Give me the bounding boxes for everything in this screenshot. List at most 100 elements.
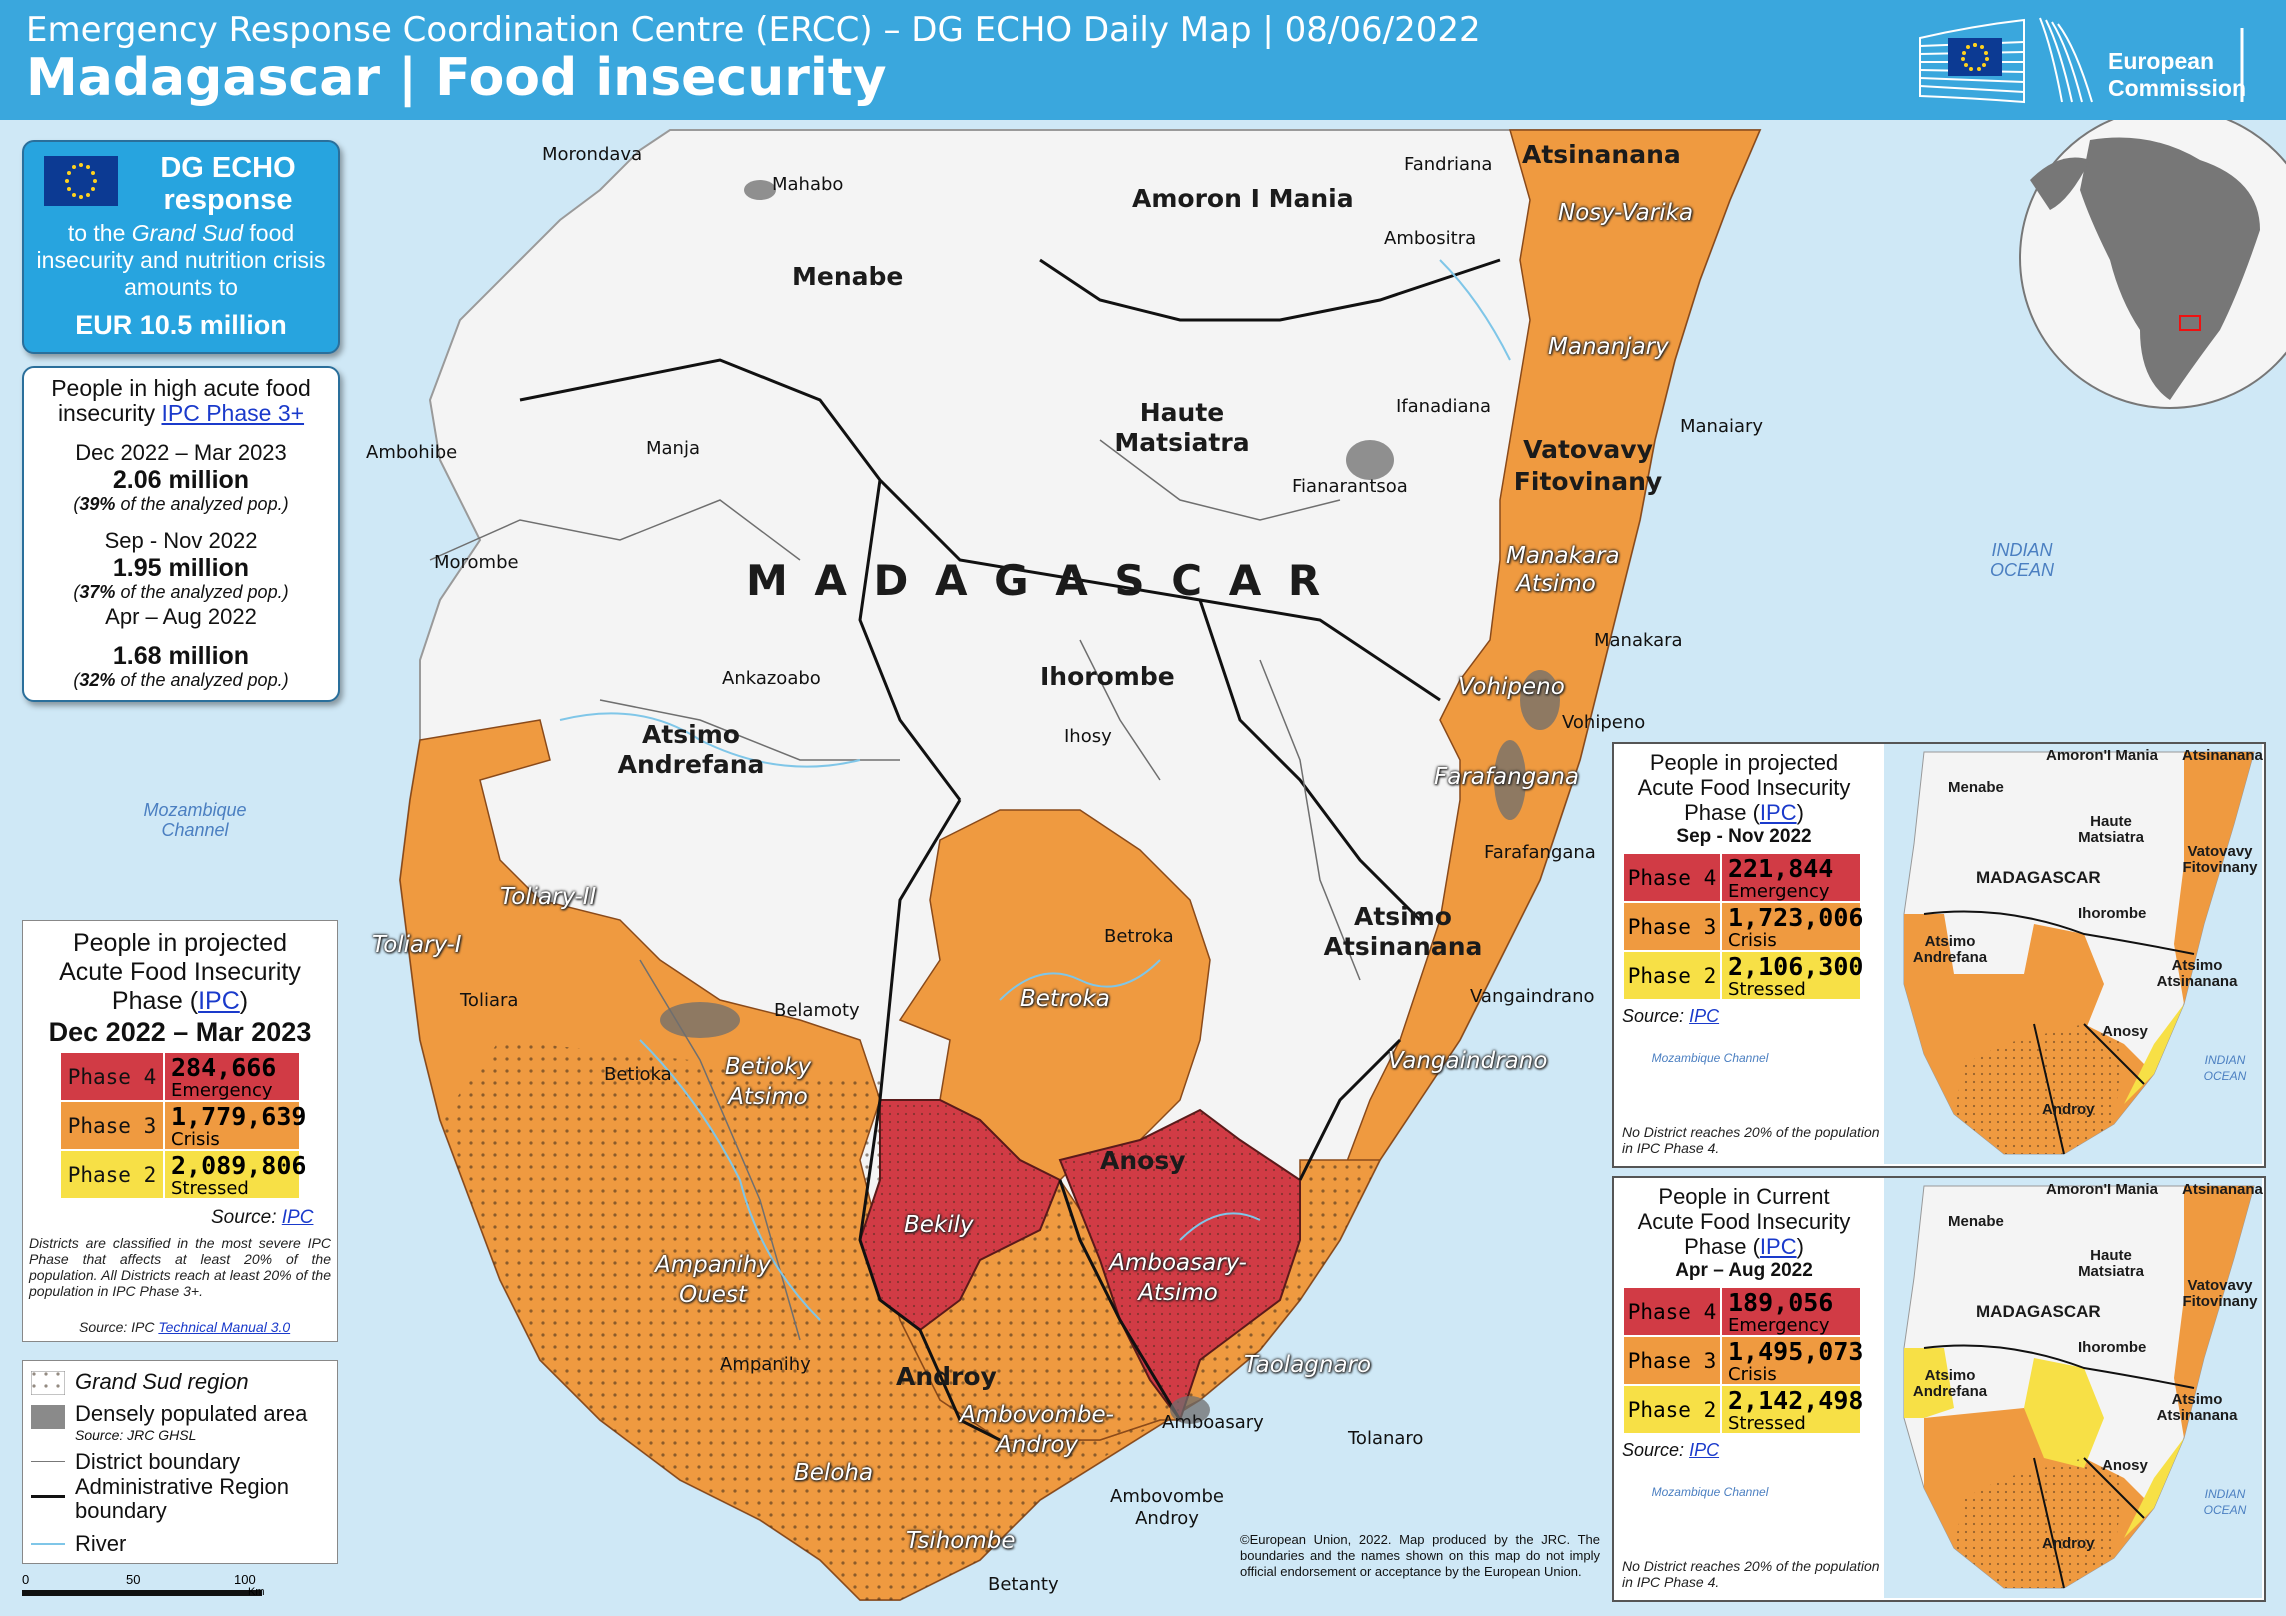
town-label-tolanaro: Tolanaro — [1348, 1428, 1424, 1449]
ipc-phase-link[interactable]: IPC Phase 3+ — [161, 400, 305, 426]
period-1-note: of the analyzed pop.) — [120, 494, 289, 514]
phase4-value: 284,666 — [171, 1053, 277, 1082]
period-3-note: of the analyzed pop.) — [120, 670, 289, 690]
inset-sep-nov-title2: Acute Food Insecurity — [1637, 775, 1851, 800]
inset-sep-nov-close: ) — [1796, 800, 1804, 825]
inset-apr-aug-card: People in Current Acute Food Insecurity … — [1612, 1176, 2266, 1602]
period-2-pct-value: 37% — [79, 582, 116, 602]
inset-sep-nov-phase: Phase ( — [1684, 800, 1760, 825]
projected-main-source-link[interactable]: IPC — [281, 1207, 314, 1228]
header-bar: Emergency Response Coordination Centre (… — [0, 0, 2286, 120]
admin-boundary-swatch — [31, 1495, 65, 1498]
echo-body: to the Grand Sud food insecurity and nut… — [32, 220, 330, 301]
inset-apr-aug-p3-cell: 1,495,073 Crisis — [1722, 1337, 1864, 1385]
town-label-ambohibe: Ambohibe — [366, 442, 458, 463]
inset-apr-aug-lab-atsimo-atsinanana: Atsimo Atsinanana — [2156, 1391, 2238, 1424]
inset-apr-aug-p4-value: 189,056 — [1728, 1288, 1834, 1317]
grand-sud-swatch — [31, 1371, 65, 1395]
district-label-farafangana: Farafangana — [1434, 764, 1580, 790]
ipc-summary-heading-text: People in high acute food insecurity — [51, 375, 311, 426]
inset-sep-nov-lab-mozambique: Mozambique Channel — [1651, 1051, 1769, 1065]
period-1-pct: (39% of the analyzed pop.) — [73, 494, 289, 514]
rivers — [559, 259, 1511, 1321]
phase2-value: 2,089,806 — [171, 1151, 307, 1180]
district-label-tsihombe: Tsihombe — [906, 1528, 1016, 1554]
inset-sep-nov-card: People in projected Acute Food Insecurit… — [1612, 742, 2266, 1168]
echo-body-post: food insecurity and nutrition crisis amo… — [36, 220, 326, 300]
inset-sep-nov-lab-madagascar: MADAGASCAR — [1976, 868, 2101, 887]
town-label-belamoty: Belamoty — [774, 1000, 860, 1021]
inset-apr-aug-lab-androy: Androy — [2042, 1535, 2095, 1552]
town-label-vohipeno: Vohipeno — [1562, 712, 1646, 733]
inset-sep-nov-source: Source: IPC — [1622, 1006, 1719, 1027]
inset-apr-aug-p3-label: Phase 3 — [1624, 1337, 1720, 1384]
region-label-amoron-i-mania: Amoron I Mania — [1132, 184, 1354, 213]
period-1-value: 2.06 million — [112, 466, 250, 494]
projected-main-title-line1: People in projected — [72, 929, 288, 957]
district-label-manakara-atsimo: Manakara Atsimo — [1506, 543, 1620, 597]
region-label-anosy: Anosy — [1100, 1146, 1186, 1175]
projected-main-ipc-link[interactable]: IPC — [198, 987, 240, 1015]
ipc-summary-heading: People in high acute food insecurity IPC… — [30, 376, 332, 426]
district-label-mananjary: Mananjary — [1548, 334, 1669, 360]
projected-main-title: People in projected Acute Food Insecurit… — [23, 929, 337, 1016]
inset-apr-aug-lab-atsinanana: Atsinanana — [2182, 1181, 2263, 1198]
town-label-manakara: Manakara — [1594, 630, 1683, 651]
region-label-vatovavy-fitovinany: Vatovavy Fitovinany — [1513, 435, 1663, 496]
projected-main-source-label: Source: — [211, 1207, 277, 1228]
district-label-bekily: Bekily — [904, 1212, 974, 1238]
inset-apr-aug-source-link[interactable]: IPC — [1689, 1440, 1720, 1460]
eu-flag-icon — [44, 156, 118, 206]
phase2-status: Stressed — [171, 1178, 249, 1199]
ec-logo-line2: Commission — [2108, 75, 2247, 101]
technical-manual-link[interactable]: Technical Manual 3.0 — [158, 1319, 291, 1335]
inset-sep-nov-p2-status: Stressed — [1728, 979, 1806, 1000]
phase2-value-cell: 2,089,806 Stressed — [165, 1151, 306, 1199]
inset-apr-aug-p4-label: Phase 4 — [1624, 1288, 1720, 1335]
inset-sep-nov-lab-atsimo-andrefana: Atsimo Andrefana — [1912, 933, 1988, 966]
inset-apr-aug-source-label: Source: — [1622, 1440, 1685, 1460]
densely-populated-areas — [660, 180, 1560, 1424]
period-1-pct-value: 39% — [79, 494, 116, 514]
town-label-mahabo: Mahabo — [772, 174, 844, 195]
period-3-pct: (32% of the analyzed pop.) — [73, 670, 289, 690]
inset-apr-aug-ipc-link[interactable]: IPC — [1759, 1234, 1797, 1259]
ec-logo-text: European Commission — [2108, 48, 2246, 102]
echo-amount: EUR 10.5 million — [75, 310, 287, 340]
scale-100: 100 — [234, 1572, 256, 1587]
inset-sep-nov-source-link[interactable]: IPC — [1689, 1006, 1720, 1026]
district-label-toliary-ii: Toliary-II — [500, 884, 597, 910]
town-label-ihosy: Ihosy — [1064, 726, 1112, 747]
inset-apr-aug-lab-anosy: Anosy — [2102, 1457, 2148, 1474]
projected-main-note-source-label: Source: IPC — [79, 1319, 155, 1335]
inset-sep-nov-lab-vatovavy: Vatovavy Fitovinany — [2182, 843, 2258, 876]
inset-apr-aug-phase: Phase ( — [1684, 1234, 1760, 1259]
projected-main-period: Dec 2022 – Mar 2023 — [48, 1017, 312, 1047]
town-label-vangaindrano: Vangaindrano — [1470, 986, 1595, 1007]
town-label-ambositra: Ambositra — [1384, 228, 1477, 249]
inset-apr-aug-lab-madagascar: MADAGASCAR — [1976, 1302, 2101, 1321]
echo-body-italic: Grand Sud — [131, 220, 244, 246]
phase3-value: 1,779,639 — [171, 1102, 307, 1131]
phase4-label: Phase 4 — [61, 1053, 163, 1100]
legend-admin: Administrative Region boundary — [75, 1474, 289, 1523]
zone-southwest-hatch — [440, 1040, 1160, 1600]
legend-grand-sud: Grand Sud region — [75, 1369, 249, 1394]
inset-apr-aug-title1: People in Current — [1658, 1184, 1830, 1209]
inset-sep-nov-lab-indian: INDIAN OCEAN — [2203, 1053, 2247, 1083]
inset-sep-nov-note: No District reaches 20% of the populatio… — [1622, 1124, 1880, 1156]
inset-sep-nov-p3-status: Crisis — [1728, 930, 1777, 951]
inset-sep-nov-title3: Phase (IPC) — [1614, 800, 1874, 825]
scale-bar: 0 50 100 Km — [22, 1572, 272, 1602]
inset-apr-aug-p3-value: 1,495,073 — [1728, 1337, 1864, 1366]
legend-river: River — [75, 1531, 127, 1556]
inset-apr-aug-lab-indian: INDIAN OCEAN — [2203, 1487, 2247, 1517]
inset-sep-nov-ipc-link[interactable]: IPC — [1759, 800, 1797, 825]
town-label-morombe: Morombe — [434, 552, 519, 573]
phase2-label: Phase 2 — [61, 1151, 163, 1198]
main-map — [398, 120, 2286, 1601]
inset-sep-nov-p2-value: 2,106,300 — [1728, 952, 1864, 981]
town-label-ambovombe-androy: Ambovombe Androy — [1110, 1486, 1224, 1529]
district-label-beloha: Beloha — [794, 1460, 874, 1486]
inset-apr-aug-lab-amoron: Amoron'I Mania — [2046, 1181, 2158, 1198]
